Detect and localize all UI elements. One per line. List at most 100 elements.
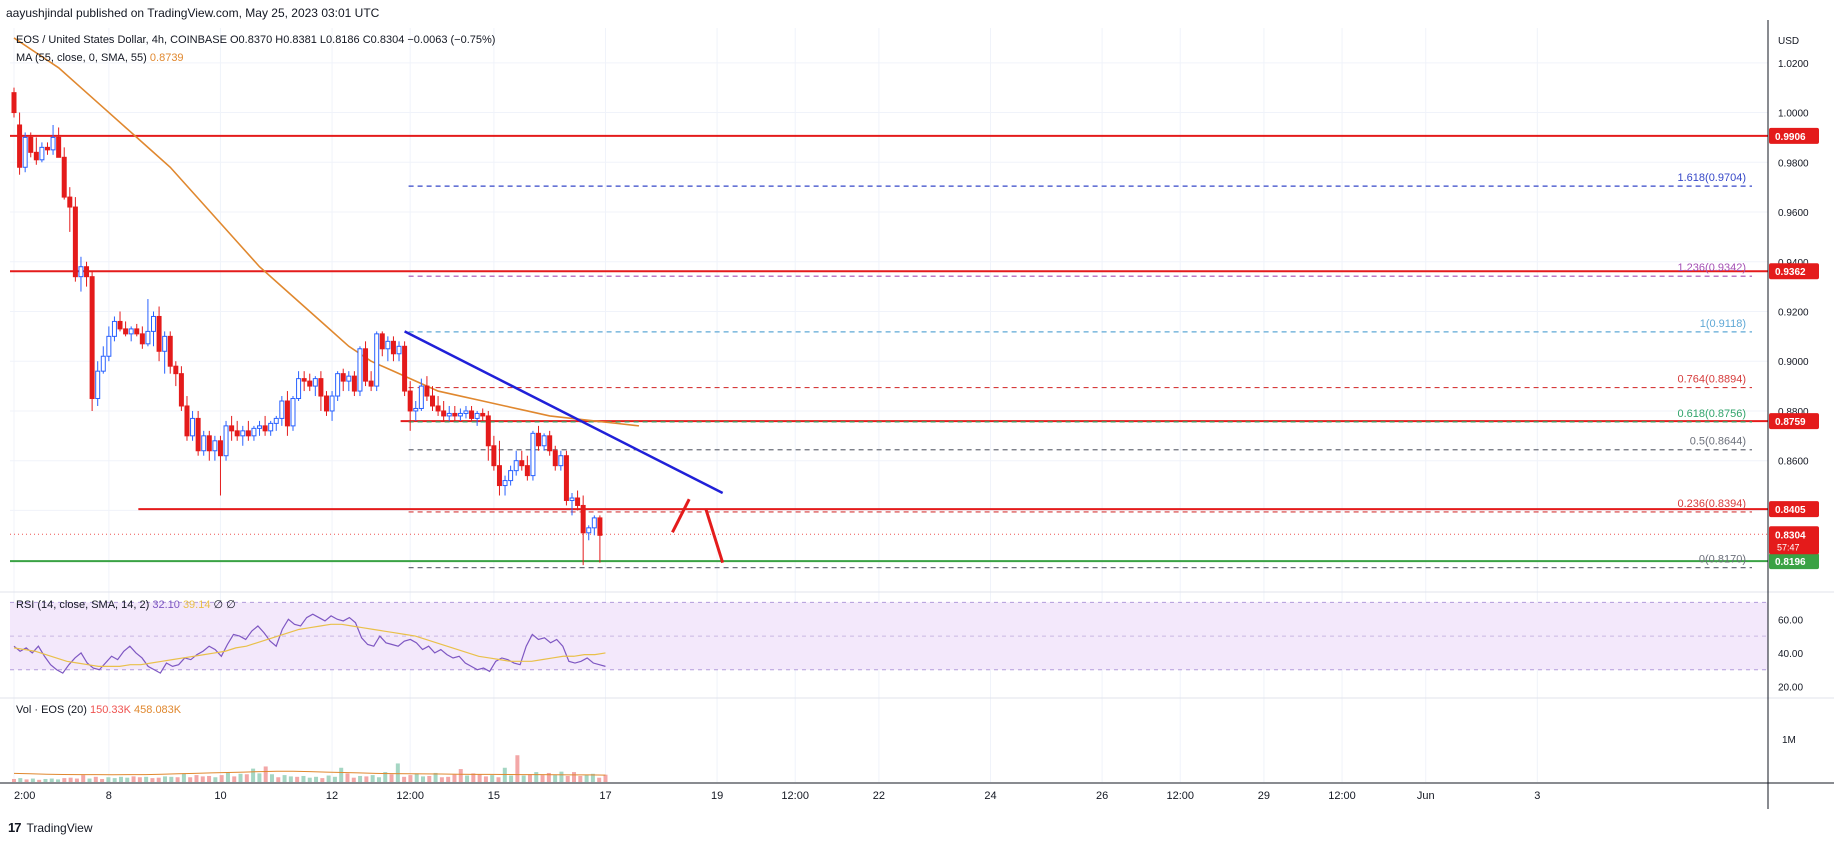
volume-bar	[207, 775, 212, 782]
candle	[335, 371, 341, 402]
time-tick-label: 17	[599, 790, 611, 802]
volume-bar	[251, 768, 256, 782]
volume-bar	[74, 778, 79, 782]
candle	[128, 326, 134, 342]
rsi-value: 32.10	[152, 599, 180, 611]
volume-bar	[559, 771, 564, 782]
candle-body	[44, 146, 50, 151]
fib-level-label: 0.236(0.8394)	[1678, 498, 1747, 510]
descending-trendline	[404, 330, 724, 495]
time-tick-label: 12:00	[396, 790, 424, 802]
time-tick-label: 12	[326, 790, 338, 802]
fib-level-label: 1.618(0.9704)	[1678, 172, 1747, 184]
candle-body	[390, 340, 396, 355]
candle	[123, 321, 129, 337]
candle	[195, 410, 201, 456]
candle	[591, 515, 597, 536]
candle	[257, 420, 263, 436]
candle-body	[39, 146, 45, 161]
candle	[463, 405, 469, 419]
time-tick-label: 24	[984, 790, 996, 802]
candle-body	[201, 435, 207, 452]
candle	[541, 433, 547, 451]
candle	[312, 376, 318, 397]
candle	[78, 256, 84, 292]
volume-bar	[358, 775, 363, 782]
candle	[178, 366, 184, 411]
volume-bar	[81, 775, 86, 782]
time-tick-label: Jun	[1417, 790, 1435, 802]
volume-bar	[181, 773, 186, 782]
volume-bar	[125, 777, 130, 782]
candle	[173, 361, 179, 387]
candle	[368, 371, 374, 392]
tradingview-footer[interactable]: 17 TradingView	[8, 820, 93, 835]
candle-body	[67, 196, 73, 208]
ma-label: MA (55, close, 0, SMA, 55)	[16, 52, 147, 64]
volume-bar	[301, 775, 306, 782]
candle	[44, 142, 50, 155]
fib-level-label: 0(0.8170)	[1699, 554, 1746, 566]
volume-bar	[232, 776, 237, 782]
candle-body	[323, 395, 329, 412]
volume-bar	[169, 776, 174, 782]
price-tick-label: 0.9800	[1778, 158, 1809, 169]
candle	[139, 326, 145, 349]
candle	[430, 386, 435, 411]
candle-body	[72, 206, 78, 278]
volume-bar	[408, 775, 413, 782]
candle	[212, 435, 218, 461]
candle-body	[151, 315, 156, 332]
ma-legend[interactable]: MA (55, close, 0, SMA, 55) 0.8739	[16, 52, 184, 64]
candle-body	[452, 412, 458, 417]
candle	[441, 401, 447, 421]
candle-body	[33, 151, 39, 161]
candle-body	[541, 435, 547, 447]
volume-bar	[565, 775, 570, 782]
volume-bar	[24, 779, 29, 782]
candle-body	[296, 378, 302, 400]
candle-body	[223, 425, 229, 457]
candle-body	[312, 378, 318, 387]
candle-body	[446, 412, 452, 417]
candle	[374, 331, 380, 392]
volume-bar	[389, 774, 394, 782]
candle-body	[128, 328, 134, 335]
level-price-tag	[1769, 501, 1819, 518]
ma55-line	[13, 37, 640, 427]
volume-bar	[314, 776, 319, 782]
volume-bar	[175, 777, 180, 782]
candle	[240, 425, 246, 446]
candle	[558, 450, 564, 471]
symbol-name: EOS / United States Dollar, 4h, COINBASE	[16, 34, 227, 46]
volume-bar	[345, 773, 350, 782]
candle	[162, 331, 168, 374]
horizontal-levels	[10, 134, 1768, 563]
time-tick-label: 12:00	[1166, 790, 1194, 802]
volume-bar	[269, 774, 274, 782]
fib-level-label: 0.5(0.8644)	[1690, 436, 1746, 448]
volume-bar	[483, 776, 488, 782]
candle-body	[212, 440, 218, 452]
candle-body	[84, 266, 90, 278]
candle-body	[569, 497, 575, 501]
tradingview-logo-icon: 17	[8, 820, 22, 835]
candle-body	[11, 92, 17, 114]
volume-bar	[100, 778, 105, 782]
volume-bar	[30, 778, 35, 782]
candle	[474, 410, 480, 426]
trendline	[404, 330, 724, 495]
rsi-tick-label: 60.00	[1778, 615, 1803, 626]
candle	[39, 142, 45, 163]
candle-body	[100, 355, 106, 372]
candle-body	[234, 430, 240, 437]
symbol-legend[interactable]: EOS / United States Dollar, 4h, COINBASE…	[16, 34, 495, 46]
rsi-legend[interactable]: RSI (14, close, SMA, 14, 2) 32.10 39.14 …	[16, 598, 236, 611]
candles	[11, 87, 603, 566]
candle	[268, 420, 274, 436]
volume-legend[interactable]: Vol · EOS (20) 150.33K 458.083K	[16, 704, 181, 716]
time-tick-label: 10	[214, 790, 226, 802]
candle-body	[496, 465, 502, 487]
candle-body	[424, 385, 430, 397]
candle	[201, 430, 207, 456]
